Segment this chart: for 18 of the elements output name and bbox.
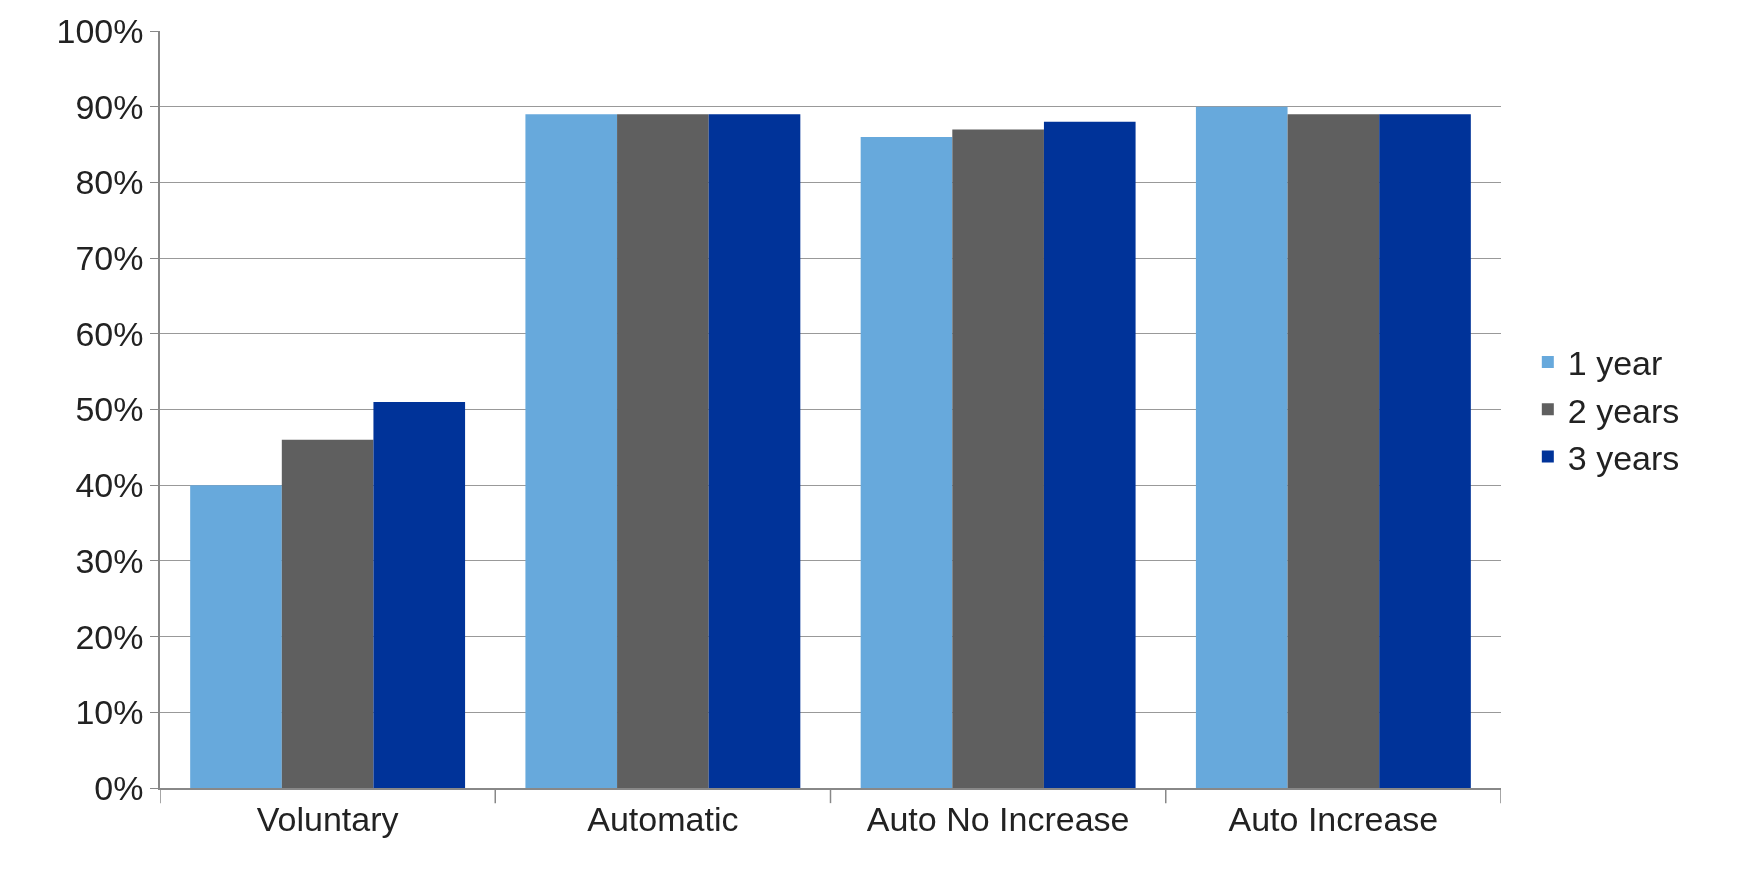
- x-tick-label: Auto No Increase: [866, 799, 1130, 838]
- y-tick-label: 60%: [75, 314, 144, 353]
- y-tick-label: 10%: [75, 693, 144, 732]
- y-tick-label: 90%: [75, 87, 144, 126]
- legend-label: 3 years: [1567, 438, 1680, 477]
- y-tick-label: 20%: [75, 617, 144, 656]
- y-tick-label: 80%: [75, 163, 144, 202]
- y-tick-label: 50%: [75, 390, 144, 429]
- y-tick-label: 40%: [75, 466, 144, 505]
- y-tick-label: 100%: [56, 11, 144, 50]
- y-tick-label: 30%: [75, 541, 144, 580]
- y-tick-label: 0%: [94, 768, 144, 807]
- x-tick-label: Automatic: [587, 799, 739, 838]
- y-tick-label: 70%: [75, 239, 144, 277]
- x-tick-label: Voluntary: [256, 799, 399, 838]
- legend-label: 2 years: [1567, 391, 1680, 430]
- legend-label: 1 year: [1567, 344, 1663, 383]
- x-tick-label: Auto Increase: [1228, 799, 1439, 838]
